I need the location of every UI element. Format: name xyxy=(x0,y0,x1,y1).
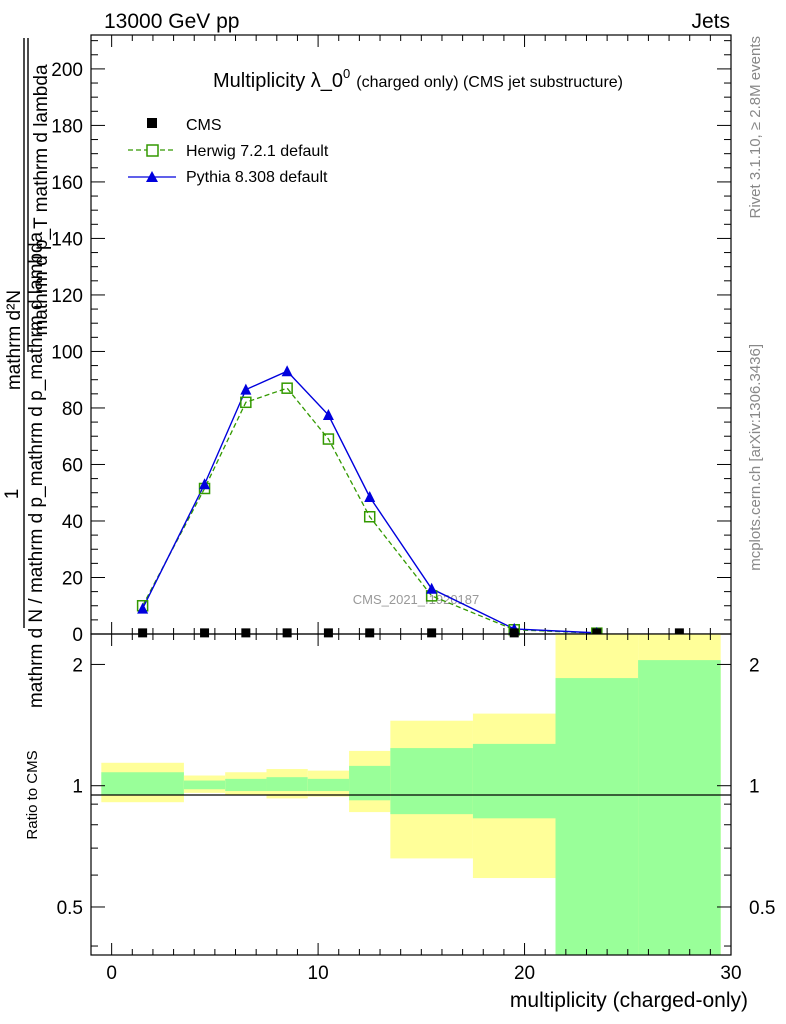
chart-title: Multiplicity λ_00 (charged only) (CMS jet… xyxy=(213,66,623,92)
ratio-band-inner xyxy=(225,778,267,792)
ratio-panel: 0.5 0.5 1 1 2 2 0 10 20 30 Ratio to CMS multipli… xyxy=(24,633,775,1012)
cms-point xyxy=(138,628,148,638)
main-y-tick-label: 20 xyxy=(62,568,83,589)
ylabel-inner-denominator: mathrm d p_T mathrm d lambda xyxy=(31,64,52,335)
main-y-tick-label: 180 xyxy=(51,116,83,137)
cms-point xyxy=(674,628,684,638)
ratio-y-tick-label-right: 2 xyxy=(749,655,760,676)
x-axis-label: multiplicity (charged-only) xyxy=(510,989,748,1012)
herwig-point xyxy=(240,396,252,409)
legend-marker-herwig xyxy=(146,144,159,157)
cms-point xyxy=(241,628,251,638)
main-y-tick-label: 120 xyxy=(51,286,83,307)
main-y-tick-label: 80 xyxy=(62,399,83,420)
ylabel-outer-denominator: mathrm d N / mathrm d p_mathrm d p_mathr… xyxy=(26,231,47,708)
ratio-y-tick-label-left: 1 xyxy=(72,777,83,798)
legend-marker-cms xyxy=(147,118,157,128)
cms-point xyxy=(509,628,519,638)
legend-label-pythia: Pythia 8.308 default xyxy=(186,169,328,186)
cms-point xyxy=(282,628,292,638)
main-y-tick-label: 40 xyxy=(62,512,83,533)
chart-title-main: Multiplicity λ_0 xyxy=(213,70,343,92)
main-y-axis-label: mathrm d²N mathrm d p_T mathrm d lambda … xyxy=(2,38,52,708)
herwig-point xyxy=(281,382,293,394)
ylabel-inner-numerator: mathrm d²N xyxy=(4,290,25,390)
chart-title-suffix: (charged only) (CMS jet substructure) xyxy=(356,74,623,91)
ylabel-outer-numerator: 1 xyxy=(2,489,23,500)
ratio-y-tick-label-left: 2 xyxy=(72,655,83,676)
ratio-band-inner xyxy=(638,660,721,955)
ratio-y-axis-label: Ratio to CMS xyxy=(24,750,41,839)
main-y-tick-label: 160 xyxy=(51,173,83,194)
ratio-y-tick-label-right: 0.5 xyxy=(749,898,775,919)
ratio-band-inner xyxy=(472,743,556,819)
rivet-version-label: Rivet 3.1.10, ≥ 2.8M events xyxy=(747,36,764,219)
main-y-tick-label: 140 xyxy=(51,229,83,250)
main-y-tick-label: 100 xyxy=(51,342,83,363)
cms-point xyxy=(200,628,210,638)
ratio-band-inner xyxy=(101,772,184,795)
ratio-band-inner xyxy=(555,678,639,955)
ratio-x-tick-label: 10 xyxy=(308,963,329,984)
herwig-line xyxy=(142,387,597,634)
header-category: Jets xyxy=(691,10,730,33)
pythia-point xyxy=(281,365,293,377)
main-y-ticks: 0 20 40 60 80 100 120 140 160 180 200 xyxy=(51,40,731,646)
ratio-x-tick-label: 0 xyxy=(106,963,117,984)
pythia-point xyxy=(199,478,211,490)
ratio-x-ticks: 0 10 20 30 xyxy=(90,634,742,984)
cms-point xyxy=(323,628,333,638)
pythia-point xyxy=(322,409,334,421)
ratio-y-tick-label-right: 1 xyxy=(749,777,760,798)
ratio-band-inner xyxy=(307,778,350,792)
legend-label-cms: CMS xyxy=(186,117,222,134)
ratio-band-inner xyxy=(183,780,226,790)
ratio-panel-frame xyxy=(90,633,732,956)
main-panel: 0 20 40 60 80 100 120 140 160 180 200 CMS_2021_I19… xyxy=(51,34,732,646)
cms-point xyxy=(427,628,437,638)
ratio-y-tick-label-left: 0.5 xyxy=(57,898,83,919)
cms-point xyxy=(365,628,375,638)
main-y-tick-label: 0 xyxy=(72,625,83,646)
pythia-point xyxy=(137,602,149,614)
main-x-ticks xyxy=(90,35,732,634)
main-y-tick-label: 200 xyxy=(51,60,83,81)
legend-marker-pythia xyxy=(146,171,158,182)
ratio-x-tick-label: 30 xyxy=(720,963,741,984)
ratio-band-inner xyxy=(266,777,308,792)
herwig-point xyxy=(322,433,335,445)
main-y-tick-label: 60 xyxy=(62,455,83,476)
ratio-band-inner xyxy=(390,748,473,815)
legend: CMS Herwig 7.2.1 default Pythia 8.308 de… xyxy=(128,117,329,186)
cms-point xyxy=(592,628,602,638)
herwig-point xyxy=(363,510,376,523)
legend-label-herwig: Herwig 7.2.1 default xyxy=(186,143,329,160)
ratio-y-ticks: 0.5 0.5 1 1 2 2 xyxy=(57,655,775,947)
ratio-bands-group xyxy=(101,634,721,955)
pythia-point xyxy=(364,490,376,502)
pythia-point xyxy=(426,582,438,594)
watermark-label: CMS_2021_I1920187 xyxy=(353,592,480,607)
mcplots-label: mcplots.cern.ch [arXiv:1306.3436] xyxy=(747,344,764,571)
header-energy: 13000 GeV pp xyxy=(104,10,239,33)
chart-title-superscript: 0 xyxy=(343,66,350,81)
pythia-point xyxy=(240,383,252,395)
ratio-x-tick-label: 20 xyxy=(514,963,535,984)
